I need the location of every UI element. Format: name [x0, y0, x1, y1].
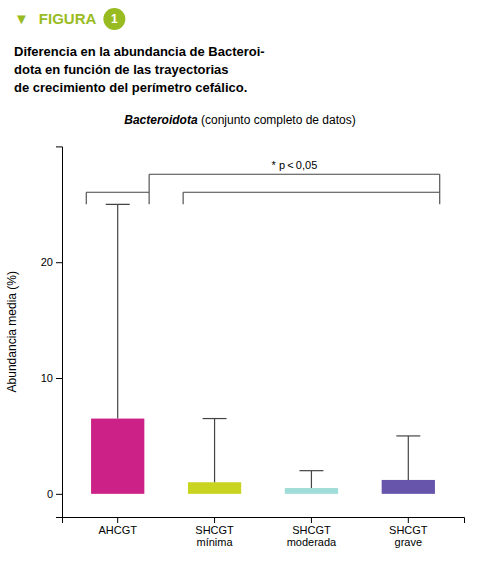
whisker-cap: [203, 418, 227, 419]
title-line: dota en función de las trayectorias: [14, 62, 229, 77]
x-tick-label-line: SHCGT: [195, 524, 234, 536]
x-tick-label: SHCGTmoderada: [287, 524, 337, 549]
y-axis-line: [56, 147, 63, 518]
x-tick-label-line: mínima: [197, 536, 234, 548]
significance-bracket: [86, 192, 87, 204]
significance-bracket: [439, 192, 440, 204]
chart-container: ▼ FIGURA 1 Diferencia en la abundancia de B…: [0, 0, 480, 565]
whisker-cap: [299, 470, 323, 471]
y-tick: 0: [47, 488, 62, 500]
y-tick-mark: [56, 494, 62, 495]
y-tick: 10: [41, 372, 62, 384]
significance-label: * p < 0,05: [272, 159, 318, 171]
bar: [382, 480, 435, 494]
significance-bracket: [183, 192, 184, 204]
title-line: Diferencia en la abundancia de Bacteroi-: [14, 44, 265, 59]
x-tick-label: SHCGTgrave: [389, 524, 428, 549]
whisker: [214, 419, 215, 483]
header-symbol: ▼: [14, 10, 29, 27]
x-tick-mark: [408, 517, 409, 523]
x-tick: SHCGTmoderada: [287, 517, 337, 548]
whisker: [311, 471, 312, 488]
significance-bracket: [86, 192, 149, 193]
x-tick-label-line: SHCGT: [389, 524, 428, 536]
bar: [91, 419, 144, 494]
x-tick-mark: [117, 517, 118, 523]
x-tick: SHCGTgrave: [389, 517, 428, 548]
y-axis-title: Abundancia media (%): [5, 271, 19, 392]
y-tick-mark: [56, 378, 62, 379]
x-tick-mark: [214, 517, 215, 523]
x-tick-label-line: AHCGT: [98, 524, 137, 536]
y-tick-label: 0: [47, 488, 53, 500]
x-tick-label: AHCGT: [98, 524, 137, 536]
significance-bracket: [183, 192, 440, 193]
significance-annotation: * p < 0,05: [86, 159, 439, 204]
y-tick-label: 10: [41, 372, 53, 384]
whisker-cap: [106, 204, 130, 205]
title: Diferencia en la abundancia de Bacteroi-…: [14, 44, 265, 95]
header-number: 1: [111, 12, 118, 26]
x-tick: AHCGT: [98, 517, 137, 536]
marks: [91, 204, 435, 494]
x-tick-mark: [311, 517, 312, 523]
y-tick-label: 20: [41, 256, 53, 268]
header: ▼ FIGURA 1: [14, 8, 125, 30]
whisker: [117, 204, 118, 418]
subtitle: Bacteroidota (conjunto completo de datos…: [124, 113, 355, 127]
bar: [188, 482, 241, 494]
y-tick-mark: [56, 262, 62, 263]
x-tick-label-line: grave: [395, 536, 423, 548]
y-tick: 20: [41, 256, 62, 268]
figure: ▼ FIGURA 1 Diferencia en la abundancia de B…: [0, 0, 480, 565]
x-axis-line: [63, 518, 465, 524]
significance-bracket: [149, 174, 150, 192]
whisker: [408, 436, 409, 480]
significance-bracket: [149, 174, 440, 175]
y-axis: 0 10 20: [41, 147, 63, 518]
x-tick: SHCGTmínima: [195, 517, 234, 548]
significance-bracket: [149, 192, 150, 204]
significance-bracket: [439, 174, 440, 192]
x-axis: AHCGTSHCGTmínimaSHCGTmoderadaSHCGTgrave: [63, 517, 465, 548]
x-tick-label: SHCGTmínima: [195, 524, 234, 549]
subtitle-part: (conjunto completo de datos): [198, 113, 356, 127]
header-text: FIGURA: [39, 10, 97, 27]
x-tick-label-line: moderada: [287, 536, 337, 548]
x-tick-label-line: SHCGT: [292, 524, 331, 536]
whisker-cap: [396, 435, 420, 436]
header-badge: [103, 8, 125, 30]
bar: [285, 488, 338, 494]
title-line: de crecimiento del perímetro cefálico.: [14, 80, 247, 95]
subtitle-part: Bacteroidota: [124, 113, 198, 127]
